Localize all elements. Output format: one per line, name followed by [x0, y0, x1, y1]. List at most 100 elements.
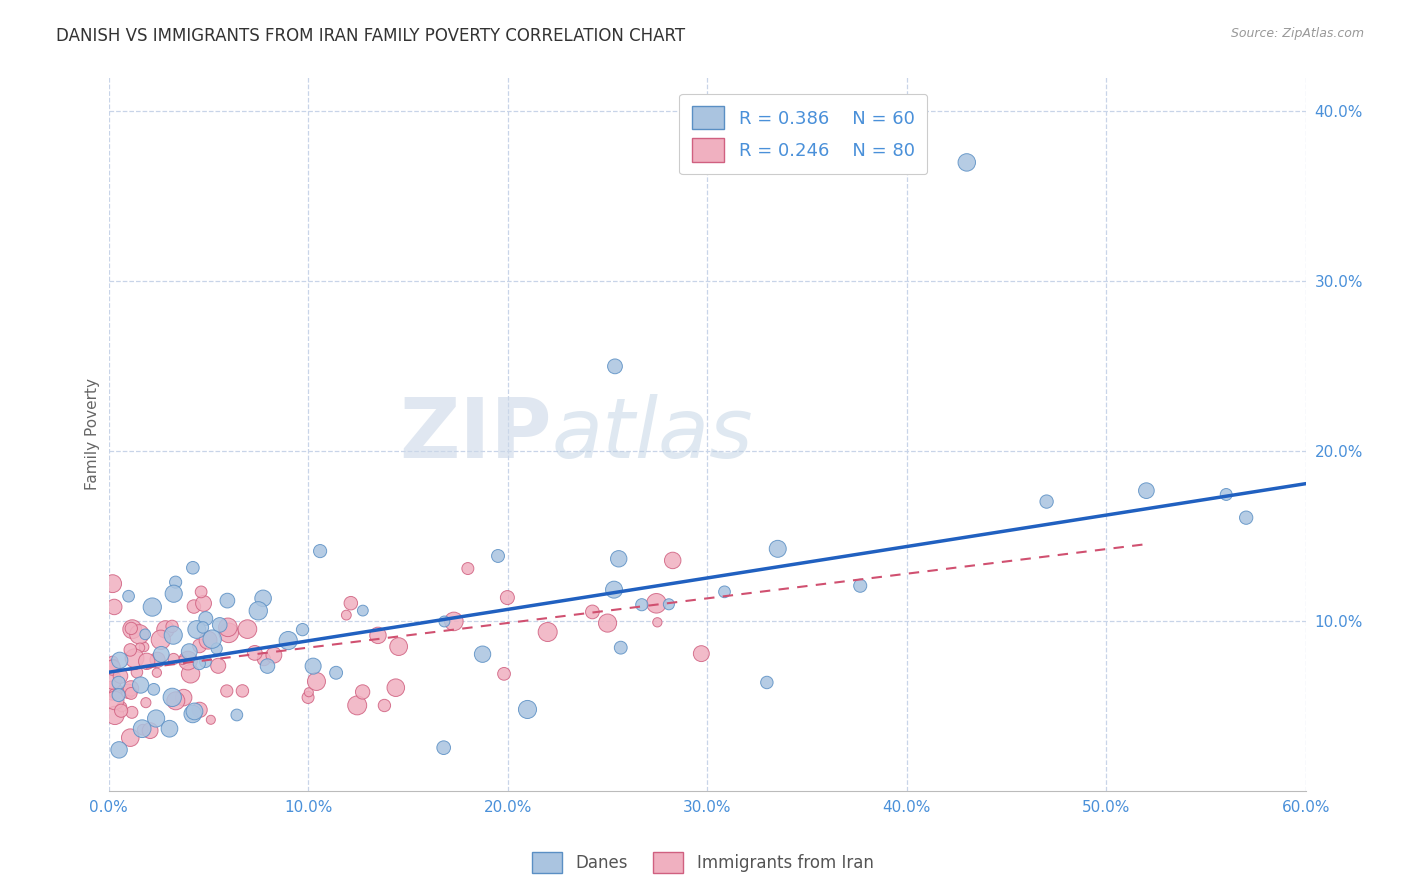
Point	[186, 623, 208, 637]
Point	[243, 646, 266, 660]
Point	[117, 589, 139, 603]
Point	[218, 625, 240, 640]
Point	[956, 155, 979, 169]
Point	[103, 599, 125, 614]
Point	[849, 579, 872, 593]
Point	[256, 659, 278, 673]
Point	[201, 632, 224, 647]
Point	[581, 605, 603, 619]
Point	[645, 596, 668, 610]
Point	[110, 669, 132, 683]
Text: DANISH VS IMMIGRANTS FROM IRAN FAMILY POVERTY CORRELATION CHART: DANISH VS IMMIGRANTS FROM IRAN FAMILY PO…	[56, 27, 685, 45]
Point	[217, 593, 239, 607]
Point	[352, 604, 374, 618]
Point	[105, 687, 128, 701]
Point	[183, 705, 205, 719]
Point	[101, 683, 124, 698]
Point	[121, 622, 143, 636]
Point	[159, 722, 181, 736]
Point	[194, 655, 217, 669]
Point	[252, 591, 274, 606]
Point	[302, 659, 325, 673]
Point	[367, 628, 389, 642]
Point	[104, 693, 127, 707]
Point	[139, 723, 162, 738]
Point	[101, 655, 124, 669]
Point	[305, 674, 328, 689]
Point	[492, 666, 515, 681]
Point	[457, 561, 479, 575]
Point	[183, 599, 205, 614]
Point	[661, 553, 683, 567]
Point	[146, 665, 169, 680]
Legend: Danes, Immigrants from Iran: Danes, Immigrants from Iran	[526, 846, 880, 880]
Point	[117, 684, 139, 698]
Point	[200, 713, 222, 727]
Point	[103, 658, 125, 673]
Point	[128, 627, 150, 641]
Point	[755, 675, 778, 690]
Point	[309, 544, 332, 558]
Point	[124, 651, 146, 665]
Point	[207, 658, 229, 673]
Point	[146, 653, 169, 667]
Point	[496, 591, 519, 605]
Point	[231, 684, 253, 698]
Point	[193, 596, 215, 610]
Point	[129, 678, 152, 692]
Point	[120, 643, 142, 657]
Point	[135, 654, 157, 668]
Point	[150, 648, 173, 662]
Point	[236, 622, 259, 636]
Point	[766, 541, 789, 556]
Point	[607, 551, 630, 566]
Point	[205, 641, 228, 656]
Point	[263, 648, 285, 662]
Point	[188, 639, 211, 653]
Point	[162, 628, 184, 642]
Point	[253, 652, 276, 666]
Point	[247, 604, 270, 618]
Point	[208, 618, 231, 632]
Point	[217, 620, 239, 634]
Point	[132, 640, 155, 654]
Point	[603, 582, 626, 597]
Y-axis label: Family Poverty: Family Poverty	[86, 378, 100, 491]
Point	[108, 743, 131, 757]
Point	[346, 698, 368, 713]
Point	[120, 622, 142, 636]
Point	[537, 625, 560, 640]
Point	[120, 681, 142, 696]
Point	[149, 632, 172, 647]
Point	[103, 687, 125, 701]
Point	[120, 686, 142, 700]
Point	[165, 694, 187, 708]
Point	[690, 647, 713, 661]
Point	[1234, 510, 1257, 524]
Point	[162, 652, 184, 666]
Point	[325, 665, 347, 680]
Text: ZIP: ZIP	[399, 394, 551, 475]
Point	[352, 685, 374, 699]
Point	[486, 549, 509, 563]
Point	[142, 682, 165, 697]
Point	[1215, 487, 1237, 501]
Point	[388, 640, 411, 654]
Point	[134, 627, 156, 641]
Point	[135, 696, 157, 710]
Point	[141, 600, 163, 615]
Point	[181, 561, 204, 575]
Point	[373, 698, 395, 713]
Point	[443, 615, 465, 629]
Point	[194, 611, 217, 625]
Point	[179, 645, 201, 659]
Point	[108, 653, 131, 667]
Point	[131, 722, 153, 736]
Point	[191, 620, 214, 634]
Point	[180, 666, 202, 681]
Point	[111, 699, 134, 714]
Point	[125, 665, 148, 680]
Point	[471, 647, 494, 661]
Point	[165, 575, 187, 590]
Point	[658, 597, 681, 611]
